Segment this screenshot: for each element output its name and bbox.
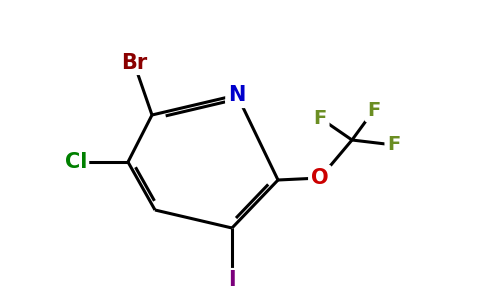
Text: F: F: [387, 136, 401, 154]
Text: F: F: [367, 100, 380, 119]
Text: Cl: Cl: [65, 152, 87, 172]
Text: I: I: [228, 270, 236, 290]
Text: O: O: [311, 168, 329, 188]
Text: N: N: [228, 85, 246, 105]
Text: Br: Br: [121, 53, 147, 73]
Text: F: F: [313, 109, 327, 128]
